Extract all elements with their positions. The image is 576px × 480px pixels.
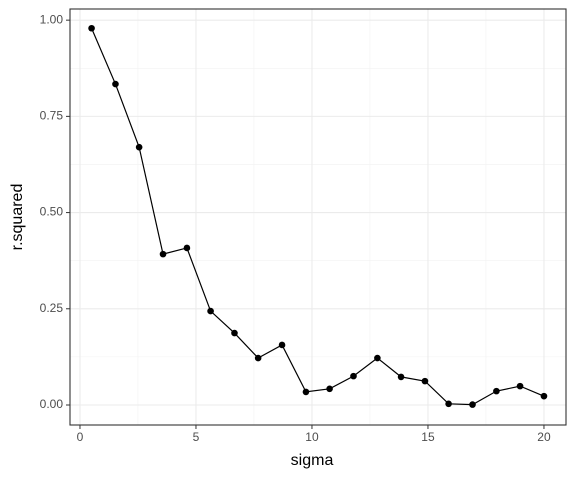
data-point [88, 24, 95, 32]
data-point [469, 401, 476, 408]
x-tick-label: 0 [77, 430, 84, 444]
x-tick-label: 20 [537, 430, 551, 444]
data-point [302, 388, 310, 396]
x-axis-title: sigma [291, 452, 334, 469]
data-point [159, 250, 167, 258]
y-tick-label: 0.75 [40, 109, 64, 123]
x-tick-label: 10 [305, 430, 319, 444]
data-point [135, 143, 143, 151]
data-point [254, 354, 262, 362]
data-point [112, 80, 119, 88]
y-tick-label: 0.25 [40, 301, 64, 315]
y-tick-label: 0.50 [40, 205, 64, 219]
data-point [397, 373, 405, 381]
panel-border [69, 8, 567, 426]
x-tick-label: 5 [193, 430, 200, 444]
x-tick-label: 15 [421, 430, 435, 444]
data-point [350, 372, 357, 380]
data-point [445, 400, 452, 408]
y-tick-label: 0.00 [40, 397, 64, 411]
data-point [374, 354, 381, 362]
y-axis-title: r.squared [9, 184, 26, 251]
y-tick-label: 1.00 [40, 12, 64, 26]
data-point [421, 377, 429, 385]
data-point [183, 244, 191, 252]
data-point [540, 392, 548, 400]
data-point [326, 385, 333, 393]
data-point [278, 341, 286, 349]
data-point [516, 382, 524, 390]
series-line [91, 28, 545, 406]
data-point [493, 387, 500, 395]
data-point [207, 307, 214, 315]
data-point [231, 329, 238, 337]
